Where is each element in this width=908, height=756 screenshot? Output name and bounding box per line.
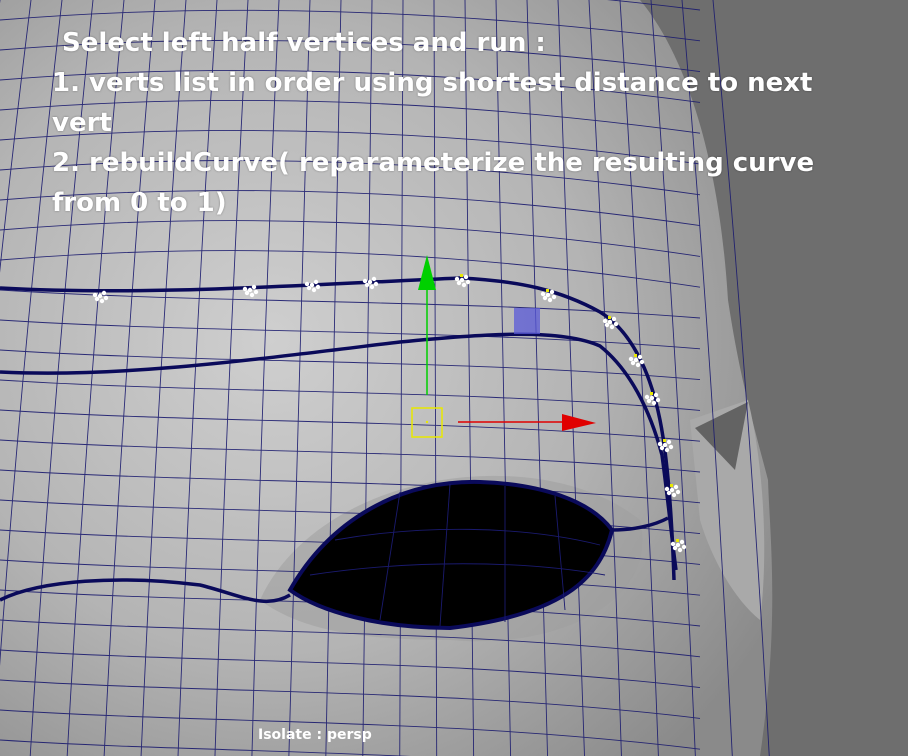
lower-brow-curve[interactable] [0,332,678,571]
move-y-arrow-icon[interactable] [418,255,436,290]
vertex-point-icon[interactable] [664,484,681,498]
instruction-line-1: Select left half vertices and run : [62,28,546,58]
vertex-point-icon[interactable] [454,274,471,288]
vertex-point-icon[interactable] [657,439,674,453]
move-manipulator[interactable] [411,255,596,438]
eye-hole-wires [309,483,606,627]
head-mesh[interactable] [0,0,773,756]
cheek-curve[interactable] [0,578,291,604]
vertex-point-icon[interactable] [644,392,661,406]
viewport-status-label: Isolate : persp [258,727,372,743]
instruction-line-3: vert [52,108,112,138]
manipulator-center-icon[interactable] [411,407,443,438]
eye-outer-curve[interactable] [611,516,669,532]
vertex-point-icon[interactable] [304,279,321,293]
move-x-arrow-icon[interactable] [562,414,596,431]
instruction-line-5: from 0 to 1) [52,188,227,218]
instruction-line-2: 1. verts list in order using shortest di… [52,68,813,98]
selected-vertices[interactable] [92,274,687,553]
vertex-point-icon[interactable] [92,290,109,304]
ear-mesh[interactable] [690,400,765,620]
vertex-point-icon[interactable] [602,316,619,330]
vertex-point-icon[interactable] [362,276,379,290]
ear-shadow [695,402,748,470]
vertex-point-icon[interactable] [628,354,645,368]
instruction-line-4: 2. rebuildCurve( reparameterize the resu… [52,148,815,178]
vertex-point-icon[interactable] [670,539,687,553]
vertex-selection-box[interactable] [514,308,540,334]
manipulator-pivot [425,420,429,424]
vertex-point-icon[interactable] [540,289,557,303]
vertex-point-icon[interactable] [242,284,259,298]
